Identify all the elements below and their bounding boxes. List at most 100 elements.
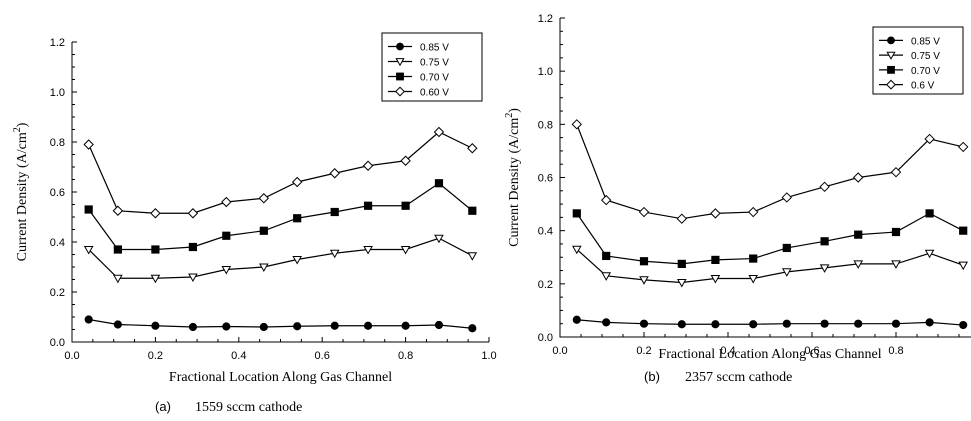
data-point [854, 230, 863, 239]
series-line [88, 182, 473, 251]
series-line [88, 131, 473, 214]
data-point [924, 249, 935, 259]
data-point [467, 143, 478, 154]
data-point [433, 126, 445, 138]
y-axis-label-main: Current Density (A/cm [507, 118, 522, 247]
data-point [782, 243, 791, 253]
panel-caption: 1559 sccm cathode [195, 400, 302, 415]
legend-marker [887, 36, 895, 45]
data-point [676, 278, 687, 288]
x-tick-label: 0.2 [148, 350, 163, 362]
y-axis-label-sup: 2 [12, 127, 23, 132]
data-point [639, 319, 649, 328]
data-point [363, 245, 373, 255]
data-point [572, 315, 581, 324]
data-point [259, 263, 269, 272]
data-point [854, 319, 863, 328]
data-point [820, 319, 829, 328]
data-point [710, 208, 721, 219]
data-point [112, 205, 124, 216]
legend-marker [395, 86, 405, 97]
series-line [576, 248, 964, 284]
data-point [434, 179, 444, 188]
x-tick-label: 1.0 [481, 350, 496, 362]
data-point [113, 320, 122, 329]
y-tick-label: 0.2 [538, 279, 553, 291]
y-axis-label-sup: 2 [504, 113, 515, 118]
y-axis-label-end: ) [507, 108, 522, 113]
data-point [677, 259, 686, 268]
data-point [329, 249, 340, 259]
data-point [781, 268, 792, 277]
data-point [329, 168, 340, 179]
data-point [677, 320, 686, 329]
y-tick-label: 0.0 [50, 337, 65, 349]
x-tick-label: 0.0 [552, 345, 567, 357]
data-point [572, 209, 581, 218]
y-tick-label: 0.6 [538, 173, 553, 185]
data-point [468, 324, 477, 333]
legend-marker [395, 58, 405, 67]
data-point [600, 194, 612, 206]
data-point [891, 319, 901, 328]
data-point [363, 321, 373, 330]
legend-marker [886, 79, 896, 90]
series-line [576, 212, 964, 265]
y-tick-label: 1.0 [50, 87, 65, 99]
data-point [853, 260, 864, 269]
legend-label: 0.85 V [420, 43, 449, 54]
data-point [330, 207, 339, 217]
y-axis-label: Current Density (A/cm2) [504, 108, 522, 247]
data-point [151, 321, 160, 330]
data-point [748, 274, 759, 284]
data-point [468, 206, 477, 215]
y-tick-label: 0.0 [538, 332, 553, 344]
data-point [434, 234, 444, 244]
data-point [749, 320, 758, 329]
legend-label: 0.85 V [911, 36, 940, 47]
y-tick-label: 0.4 [538, 226, 553, 238]
data-point [188, 322, 198, 332]
data-point [639, 257, 649, 266]
data-point [400, 155, 411, 166]
y-tick-label: 0.8 [50, 137, 65, 149]
data-point [291, 176, 303, 188]
data-point [151, 245, 160, 254]
data-point [258, 193, 270, 204]
panel-label: (a) [155, 399, 171, 414]
data-point [113, 245, 122, 254]
legend-label: 0.75 V [911, 51, 940, 62]
y-tick-label: 1.0 [538, 66, 553, 78]
data-point [852, 172, 864, 183]
data-point [638, 206, 650, 218]
data-point [819, 181, 830, 193]
legend-label: 0.70 V [420, 73, 449, 84]
x-axis-label: Fractional Location Along Gas Channel [658, 347, 881, 362]
data-point [363, 201, 373, 210]
y-tick-label: 0.2 [50, 287, 65, 299]
x-tick-label: 0.8 [398, 350, 413, 362]
data-point [781, 192, 793, 203]
data-point [711, 320, 720, 329]
data-point [84, 205, 93, 214]
data-point [150, 208, 161, 219]
y-axis-label: Current Density (A/cm2) [12, 122, 30, 261]
data-point [400, 245, 411, 255]
data-point [571, 119, 583, 130]
x-tick-label: 0.4 [720, 345, 735, 357]
legend-marker [396, 42, 404, 51]
data-point [330, 321, 339, 330]
data-point [434, 320, 444, 330]
data-point [782, 319, 791, 328]
series-line [88, 237, 473, 279]
data-point [958, 261, 969, 271]
data-point [362, 160, 374, 171]
legend-marker [396, 72, 404, 81]
data-point [467, 252, 478, 261]
data-point [601, 272, 612, 281]
data-point [259, 322, 268, 332]
data-point [222, 322, 231, 331]
data-point [890, 166, 902, 178]
data-point [401, 201, 410, 210]
